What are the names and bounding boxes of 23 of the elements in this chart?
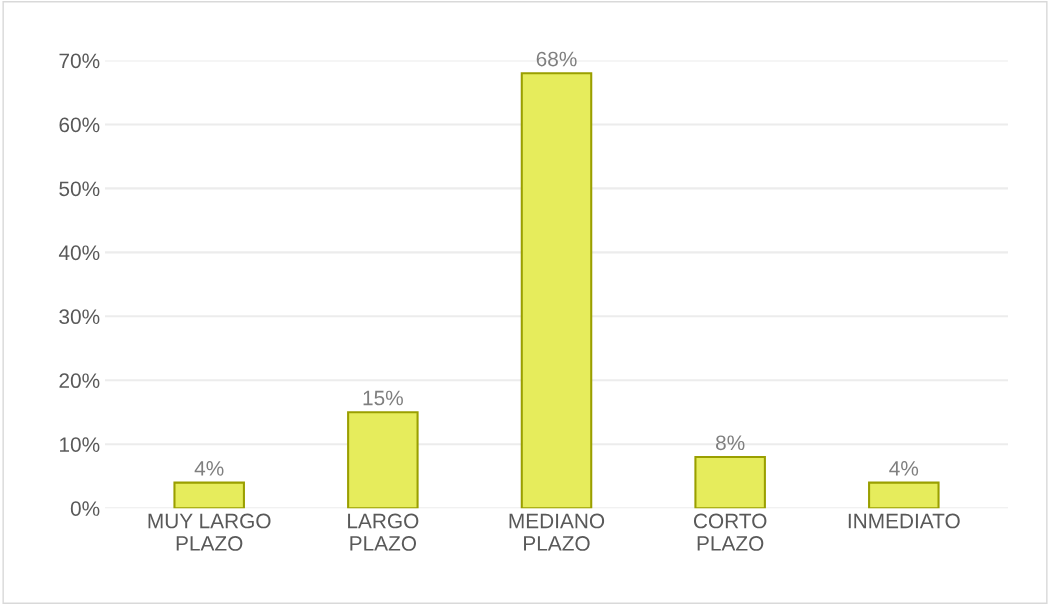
data-label: 68% xyxy=(536,51,577,67)
bar xyxy=(694,455,766,509)
y-tick-label: 10% xyxy=(60,437,100,452)
data-label: 4% xyxy=(194,461,224,476)
bar xyxy=(868,481,940,509)
y-tick-label: 50% xyxy=(59,181,100,197)
bar xyxy=(520,72,593,509)
bar xyxy=(173,481,245,509)
y-tick-label: 20% xyxy=(59,373,100,389)
y-tick-label: 60% xyxy=(59,117,100,133)
x-tick-label: CORTO PLAZO xyxy=(693,513,767,551)
y-tick-label: 0% xyxy=(70,501,100,516)
x-tick-label: MUY LARGO PLAZO xyxy=(148,513,271,551)
x-tick-label: MEDIANO PLAZO xyxy=(509,513,605,551)
y-tick-label: 70% xyxy=(59,53,100,69)
y-tick-label: 40% xyxy=(58,245,100,261)
data-label: 8% xyxy=(716,435,745,451)
data-label: 15% xyxy=(363,390,403,406)
y-tick-label: 30% xyxy=(59,309,100,325)
x-tick-label: INMEDIATO xyxy=(848,513,960,529)
x-tick-label: LARGO PLAZO xyxy=(348,513,419,551)
data-label: 4% xyxy=(889,461,919,476)
bar xyxy=(347,411,419,509)
